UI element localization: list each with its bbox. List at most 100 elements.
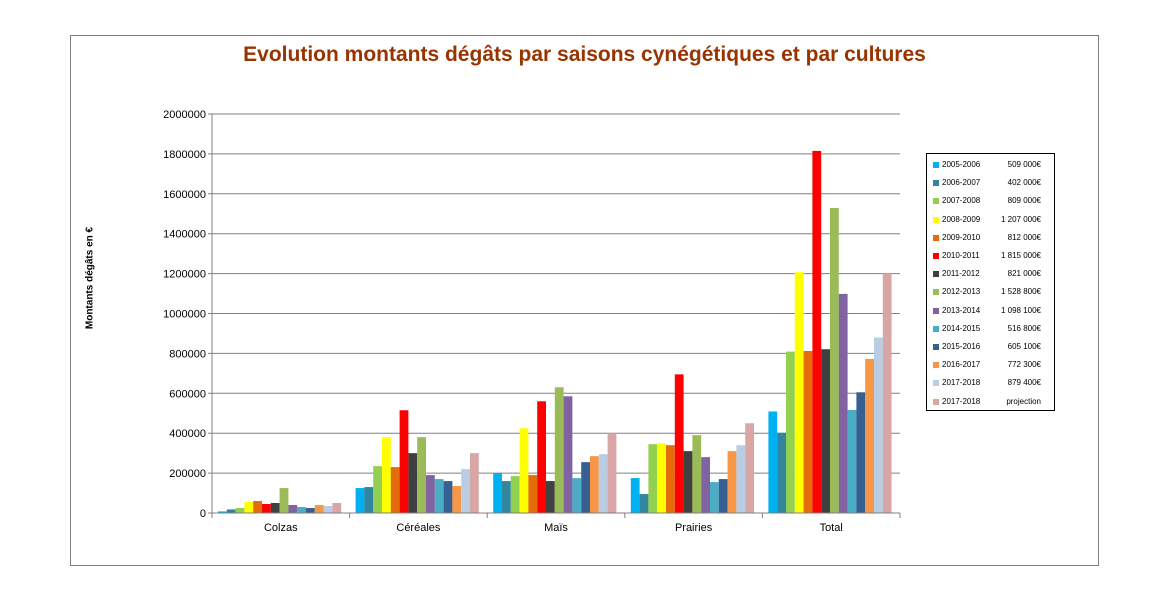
y-tick-label: 600000 — [169, 388, 206, 400]
bar — [718, 479, 728, 513]
bar — [554, 387, 564, 513]
bar — [306, 508, 315, 513]
legend-swatch — [933, 162, 939, 168]
legend-swatch — [933, 398, 939, 405]
legend-item: 2011-2012 821 000€ — [933, 268, 1053, 280]
legend-amount: 812 000€ — [1007, 232, 1041, 242]
bar — [865, 358, 874, 513]
legend-series-name: 2015-2016 — [942, 342, 981, 351]
legend-swatch — [933, 325, 939, 332]
x-axis-ticks: Colzas Céréales Maïs Prairies Total — [211, 513, 901, 534]
legend-item: 2015-2016 605 100€ — [933, 341, 1053, 353]
bar — [399, 410, 409, 513]
bar — [710, 482, 719, 513]
x-tick-label: Colzas — [264, 522, 298, 534]
legend-item: 2012-2013 1 528 800€ — [933, 286, 1053, 298]
x-tick-label: Céréales — [396, 522, 441, 534]
legend-swatch — [933, 344, 939, 350]
legend-amount: 1 098 100€ — [1000, 305, 1041, 315]
legend-item: 2005-2006 509 000€ — [933, 159, 1053, 171]
legend-series-name: 2012-2013 — [942, 287, 981, 297]
bar — [648, 444, 658, 513]
y-tick-label: 1400000 — [163, 229, 206, 241]
y-tick-label: 1200000 — [163, 269, 206, 281]
bar — [332, 503, 342, 513]
legend-series-name: 2017-2018 — [942, 396, 981, 406]
bar — [777, 432, 786, 513]
y-tick-label: 800000 — [169, 348, 206, 360]
bar — [470, 453, 479, 513]
bar — [461, 469, 470, 513]
bar — [297, 507, 306, 513]
bar — [434, 479, 444, 513]
bar — [323, 506, 333, 513]
bar — [590, 456, 599, 513]
bar — [364, 487, 374, 513]
legend-series-name: 2013-2014 — [942, 305, 981, 315]
bar — [674, 374, 684, 513]
bar — [226, 509, 236, 513]
bar — [426, 475, 435, 513]
bar — [736, 445, 746, 513]
bar — [666, 445, 675, 513]
y-tick-label: 0 — [200, 508, 206, 520]
legend-amount: 1 815 000€ — [1000, 251, 1041, 260]
legend-item: 2014-2015 516 800€ — [933, 323, 1053, 335]
y-axis-ticks: 0 200000 400000 600000 800000 1000000 1200000 1… — [163, 109, 212, 520]
y-tick-label: 1600000 — [163, 189, 206, 201]
legend-series-name: 2006-2007 — [942, 178, 981, 188]
bar — [502, 481, 511, 513]
bar — [794, 272, 804, 513]
legend-series-name: 2014-2015 — [942, 323, 981, 333]
y-tick-label: 2000000 — [163, 109, 206, 121]
axes — [211, 114, 900, 514]
legend-amount: projection — [1006, 396, 1041, 406]
bar — [821, 349, 830, 513]
legend-swatch — [933, 289, 939, 296]
bar — [838, 293, 848, 513]
legend-series-name: 2011-2012 — [942, 269, 980, 279]
bar — [598, 454, 608, 513]
bar — [373, 466, 382, 513]
bar — [701, 457, 710, 513]
legend-amount: 821 000€ — [1007, 269, 1041, 279]
bar — [572, 478, 582, 513]
bar — [581, 462, 590, 513]
legend-amount: 605 100€ — [1007, 342, 1041, 351]
legend-swatch — [933, 380, 939, 387]
y-tick-label: 200000 — [169, 468, 206, 480]
bar — [727, 451, 737, 513]
x-tick-label: Total — [820, 522, 843, 534]
legend-swatch — [933, 253, 939, 259]
bar — [803, 351, 813, 513]
legend-item: 2010-2011 1 815 000€ — [933, 250, 1053, 262]
legend-swatch — [933, 216, 939, 223]
bar — [235, 508, 245, 513]
bar — [519, 428, 529, 513]
bar — [443, 481, 453, 513]
legend-series-name: 2007-2008 — [942, 196, 981, 206]
bar — [452, 486, 462, 513]
legend-series-name: 2005-2006 — [942, 160, 981, 169]
bar — [856, 392, 866, 513]
legend-item: 2017-2018 879 400€ — [933, 377, 1053, 389]
legend-amount: 1 528 800€ — [1000, 287, 1041, 297]
bar — [847, 409, 857, 513]
legend-amount: 509 000€ — [1007, 160, 1041, 169]
bar — [288, 505, 298, 513]
legend-item: 2009-2010 812 000€ — [933, 232, 1053, 244]
bar — [408, 453, 418, 513]
bar — [657, 443, 666, 513]
x-tick-label: Prairies — [675, 522, 713, 534]
bar — [812, 150, 822, 513]
bar — [639, 494, 649, 513]
bar — [537, 401, 546, 513]
bar — [630, 478, 640, 513]
legend-amount: 402 000€ — [1007, 178, 1041, 188]
legend-item: 2013-2014 1 098 100€ — [933, 305, 1053, 317]
x-tick-label: Maïs — [544, 522, 568, 534]
y-tick-label: 1000000 — [163, 309, 206, 321]
legend-swatch — [933, 198, 939, 205]
bar — [314, 505, 324, 513]
